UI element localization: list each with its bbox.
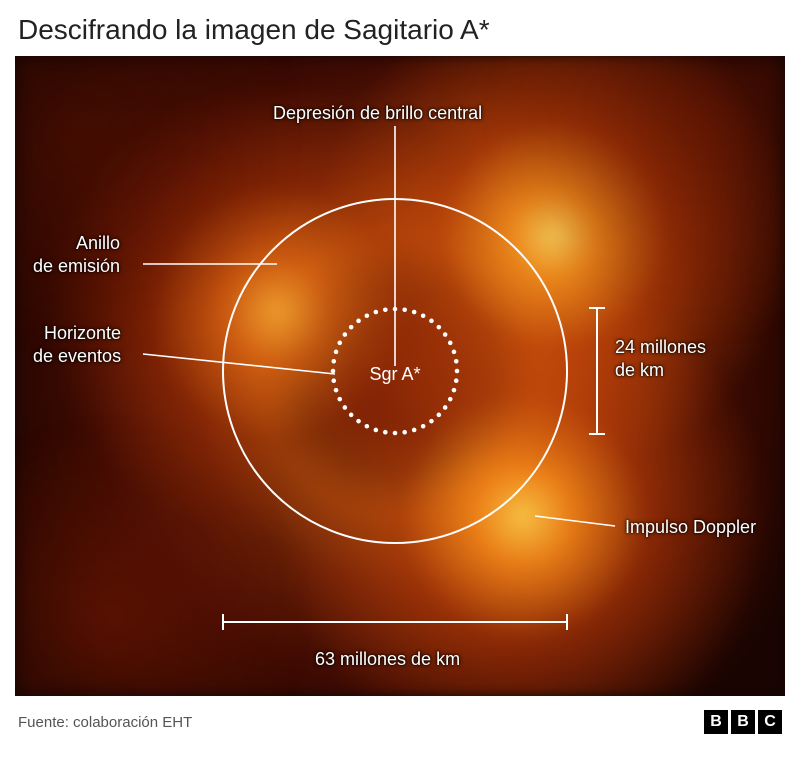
blackhole-figure: Sgr A* Depresión de brillo central Anill… bbox=[15, 56, 785, 696]
scale-vertical bbox=[589, 308, 605, 434]
logo-block: B bbox=[704, 710, 728, 734]
leader-doppler bbox=[535, 516, 615, 526]
label-scale-vertical: 24 millonesde km bbox=[615, 336, 706, 381]
label-emission-ring: Anillode emisión bbox=[33, 232, 120, 277]
center-label: Sgr A* bbox=[369, 364, 420, 384]
page-title: Descifrando la imagen de Sagitario A* bbox=[0, 0, 800, 56]
label-doppler: Impulso Doppler bbox=[625, 516, 756, 539]
label-central-depression: Depresión de brillo central bbox=[273, 102, 482, 125]
infographic-container: Descifrando la imagen de Sagitario A* Sg… bbox=[0, 0, 800, 758]
label-scale-horizontal: 63 millones de km bbox=[315, 648, 460, 671]
bbc-logo: B B C bbox=[704, 710, 782, 734]
leader-horizon bbox=[143, 354, 335, 374]
logo-block: C bbox=[758, 710, 782, 734]
footer: Fuente: colaboración EHT B B C bbox=[0, 696, 800, 734]
logo-block: B bbox=[731, 710, 755, 734]
source-label: Fuente: colaboración EHT bbox=[18, 714, 192, 731]
scale-horizontal bbox=[223, 614, 567, 630]
label-event-horizon: Horizontede eventos bbox=[33, 322, 121, 367]
